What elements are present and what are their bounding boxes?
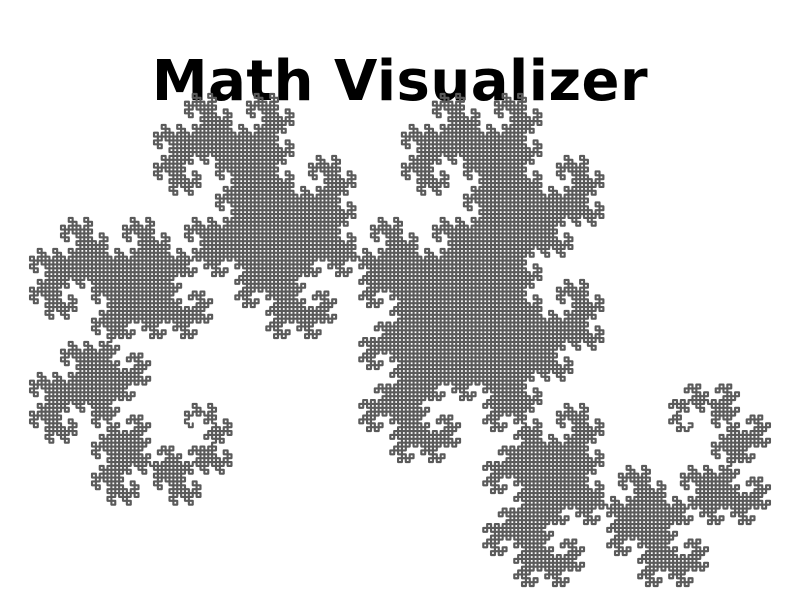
dragon-curve-fractal xyxy=(28,92,772,588)
dragon-curve-path xyxy=(28,92,772,588)
fractal-figure xyxy=(0,80,800,600)
page-title: Math Visualizer xyxy=(151,48,649,114)
